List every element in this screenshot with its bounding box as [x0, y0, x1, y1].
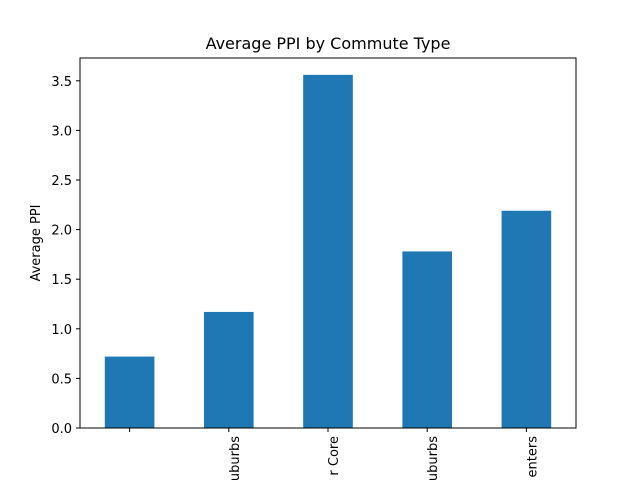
- x-axis: uburbs r Core uburbs enters: [129, 428, 540, 480]
- y-tick-label-2: 1.0: [51, 323, 72, 338]
- y-tick-label-5: 2.5: [51, 174, 72, 189]
- x-tick-label-4: enters: [525, 436, 540, 478]
- bar-3: [402, 251, 452, 428]
- bar-4: [501, 210, 552, 428]
- y-tick-label-4: 2.0: [51, 224, 72, 239]
- y-tick-label-1: 0.5: [51, 372, 72, 387]
- chart-title: Average PPI by Commute Type: [206, 34, 451, 53]
- y-tick-label-7: 3.5: [51, 75, 72, 90]
- y-tick-label-3: 1.5: [51, 273, 72, 288]
- plot-frame: [79, 57, 577, 429]
- bar-2: [303, 74, 353, 429]
- x-tick-label-3: uburbs: [426, 436, 441, 480]
- y-axis-title: Average PPI: [29, 204, 44, 281]
- y-axis: 0.0 0.5 1.0 1.5 2.0 2.5 3.0 3.5: [51, 75, 80, 437]
- x-tick-label-1: uburbs: [228, 436, 243, 480]
- bars-layer: [104, 74, 552, 429]
- y-tick-label-6: 3.0: [51, 124, 72, 139]
- x-tick-label-2: r Core: [327, 436, 342, 476]
- bar-1: [204, 311, 254, 428]
- bar-0: [104, 356, 155, 428]
- y-tick-label-0: 0.0: [51, 422, 72, 437]
